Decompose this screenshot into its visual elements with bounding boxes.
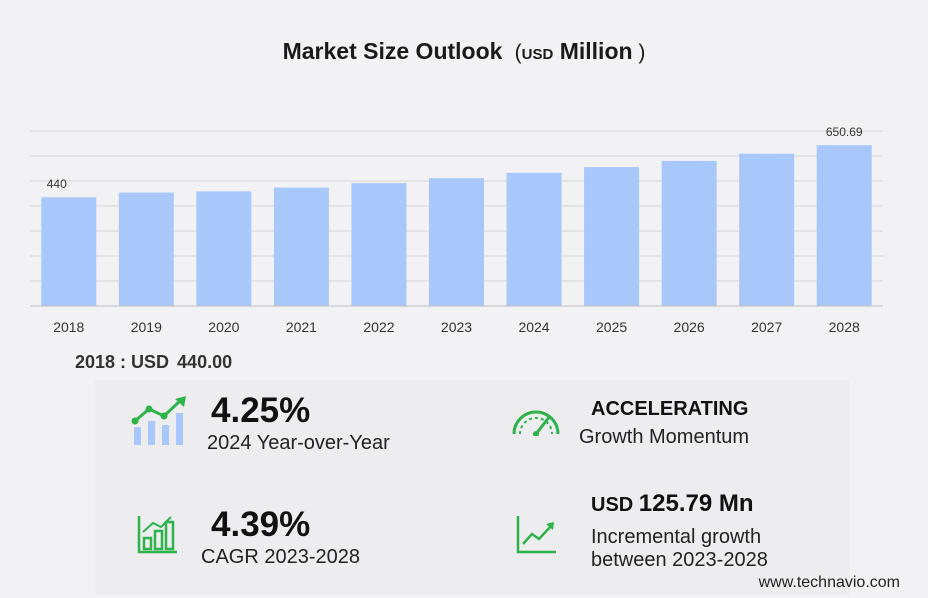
bar-2023 <box>429 178 484 306</box>
x-tick-label: 2020 <box>208 319 239 335</box>
kpi-incremental-label-2: between 2023-2028 <box>591 549 768 571</box>
kpi-yoy: 4.25% <box>211 393 310 428</box>
x-tick-label: 2018 <box>53 319 84 335</box>
bar-2021 <box>273 187 329 306</box>
x-tick-label: 2019 <box>131 319 162 335</box>
footer-url: www.technavio.com <box>758 574 900 591</box>
chart-title-main: Market Size Outlook <box>282 38 503 64</box>
bar-2022 <box>351 183 407 306</box>
chart-title: Market Size Outlook (USD Million ) <box>282 38 646 64</box>
kpi-incremental-value: 125.79 Mn <box>638 490 754 517</box>
growth-chart-icon <box>131 396 186 445</box>
bar-2024 <box>506 172 562 306</box>
bar-2026 <box>661 160 717 306</box>
bar-2019 <box>118 192 174 306</box>
x-tick-label: 2027 <box>751 319 782 335</box>
x-tick-label: 2022 <box>363 319 394 335</box>
stats-panel <box>95 380 850 595</box>
bar-chart-icon <box>137 516 177 554</box>
bar-2025 <box>584 167 640 306</box>
kpi-yoy-value: 4.25% <box>211 391 311 430</box>
x-tick-label: 2028 <box>829 319 860 335</box>
kpi-cagr-label: CAGR 2023-2028 <box>201 546 360 568</box>
x-tick-label: 2021 <box>286 319 317 335</box>
data-label: 650.69 <box>826 125 863 139</box>
bar-2028 <box>816 145 872 306</box>
bar-2018 <box>41 197 97 306</box>
x-tick-label: 2025 <box>596 319 627 335</box>
kpi-incremental-prefix: USD <box>591 494 634 516</box>
trend-line-icon <box>516 516 556 554</box>
base-year-value: 440.00 <box>177 352 233 372</box>
kpi-cagr-value: 4.39% <box>211 505 311 544</box>
data-label: 440 <box>47 177 67 191</box>
x-tick-label: 2024 <box>518 319 549 335</box>
bar-2027 <box>739 153 795 306</box>
kpi-yoy-label: 2024 Year-over-Year <box>207 432 390 454</box>
base-year-label: 2018 : USD <box>75 352 170 372</box>
base-year-stat: 2018 : USD 440.00 <box>75 352 232 373</box>
x-tick-label: 2026 <box>674 319 705 335</box>
kpi-momentum-label: Growth Momentum <box>579 426 750 448</box>
kpi-momentum-value: ACCELERATING <box>591 398 749 420</box>
bar-2020 <box>196 191 252 306</box>
kpi-incremental-label-1: Incremental growth <box>591 526 762 548</box>
chart-title-unit-prefix: USD <box>521 46 554 63</box>
bar-chart: 2018 440 2019 2020 2021 2022 2023 2024 2025 2026 2… <box>30 125 883 335</box>
x-tick-label: 2023 <box>441 319 472 335</box>
chart-title-unit: Million <box>559 38 633 64</box>
speedometer-icon <box>512 410 560 436</box>
